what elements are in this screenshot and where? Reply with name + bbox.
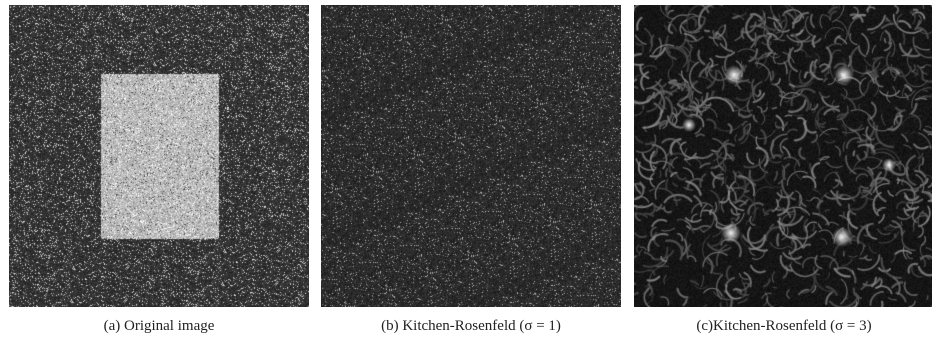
caption-a: (a) Original image [103, 318, 215, 334]
kitchen-rosenfeld-sigma1-image [321, 5, 621, 307]
caption-c: (c)Kitchen-Rosenfeld (σ = 3) [696, 318, 872, 334]
original-noisy-image [9, 5, 309, 307]
kitchen-rosenfeld-sigma1-panel [321, 5, 621, 307]
caption-b: (b) Kitchen-Rosenfeld (σ = 1) [381, 318, 561, 334]
original-image-panel [9, 5, 309, 307]
kitchen-rosenfeld-sigma3-panel [634, 5, 932, 307]
kitchen-rosenfeld-sigma3-image [634, 5, 932, 307]
